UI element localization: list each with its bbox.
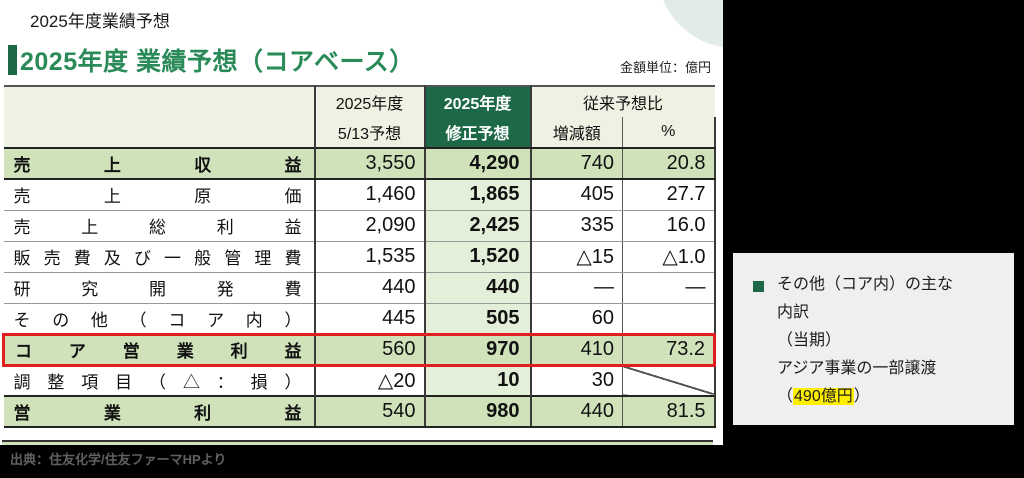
value-delta: ― bbox=[530, 271, 623, 304]
source-attribution: 出典：住友化学/住友ファーマHPより bbox=[10, 452, 227, 467]
value-pct bbox=[622, 364, 716, 397]
row-label: 販売費及び一般管理費 bbox=[3, 240, 316, 273]
value-delta: 60 bbox=[530, 302, 623, 335]
value-prev: △20 bbox=[314, 364, 426, 397]
value-revised: 1,865 bbox=[424, 178, 532, 211]
note-line: （当期） bbox=[777, 332, 842, 349]
value-revised: 4,290 bbox=[424, 147, 532, 180]
note-line-highlighted: （490億円） bbox=[777, 388, 870, 405]
value-revised: 2,425 bbox=[424, 209, 532, 242]
header-rev-line2: 修正予想 bbox=[424, 117, 532, 149]
header-delta: 増減額 bbox=[530, 117, 623, 149]
row-label: 調整項目（△：損） bbox=[3, 364, 316, 397]
table-row: 売上収益 3,550 4,290 740 20.8 bbox=[3, 147, 716, 180]
value-pct: 27.7 bbox=[622, 178, 716, 211]
value-revised: 970 bbox=[424, 332, 532, 367]
value-prev: 560 bbox=[314, 332, 426, 367]
value-prev: 1,460 bbox=[314, 178, 426, 211]
value-pct: 20.8 bbox=[622, 147, 716, 180]
value-pct: 73.2 bbox=[622, 332, 717, 367]
value-prev: 3,550 bbox=[314, 147, 426, 180]
value-revised: 1,520 bbox=[424, 240, 532, 273]
row-label: 営業利益 bbox=[3, 395, 316, 428]
value-revised: 440 bbox=[424, 271, 532, 304]
value-delta: △15 bbox=[530, 240, 623, 273]
bullet-square-icon bbox=[753, 281, 764, 292]
value-prev: 1,535 bbox=[314, 240, 426, 273]
header-rev-line1: 2025年度 bbox=[424, 86, 532, 117]
header-prev-line1: 2025年度 bbox=[314, 86, 426, 117]
slide-title-block: 2025年度 業績予想（コアベース） bbox=[8, 42, 415, 78]
table-row: 調整項目（△：損） △20 10 30 bbox=[3, 364, 716, 397]
table-row: 販売費及び一般管理費 1,535 1,520 △15 △1.0 bbox=[3, 240, 716, 273]
table-header: 2025年度 2025年度 従来予想比 5/13予想 修正予想 増減額 % bbox=[3, 86, 716, 149]
yellow-highlight: 490億円 bbox=[793, 388, 854, 405]
value-delta: 410 bbox=[530, 332, 623, 367]
note-line: アジア事業の一部譲渡 bbox=[777, 360, 937, 377]
slide-area: 2025年度業績予想 2025年度 業績予想（コアベース） 金額単位：億円 20… bbox=[0, 0, 723, 445]
value-pct bbox=[622, 302, 716, 335]
value-delta: 405 bbox=[530, 178, 623, 211]
page-title: 2025年度 業績予想（コアベース） bbox=[20, 48, 415, 76]
table-row: コア営業利益 560 970 410 73.2 bbox=[2, 332, 717, 367]
table-row: 売上総利益 2,090 2,425 335 16.0 bbox=[3, 209, 716, 242]
value-prev: 445 bbox=[314, 302, 426, 335]
title-accent-bar bbox=[8, 45, 17, 75]
decorative-corner-blob bbox=[657, 0, 723, 48]
table-row: 研究開発費 440 440 ― ― bbox=[3, 271, 716, 304]
value-delta: 335 bbox=[530, 209, 623, 242]
note-line: 内訳 bbox=[777, 304, 810, 321]
value-revised: 10 bbox=[424, 364, 532, 397]
value-delta: 740 bbox=[530, 147, 623, 180]
value-delta: 30 bbox=[530, 364, 623, 397]
row-label: 売上収益 bbox=[3, 147, 316, 180]
value-pct: 81.5 bbox=[622, 395, 716, 428]
row-label: 売上原価 bbox=[3, 178, 316, 211]
row-label: 売上総利益 bbox=[3, 209, 316, 242]
header-prev-line2: 5/13予想 bbox=[314, 117, 426, 149]
table-body: 売上収益 3,550 4,290 740 20.8 売上原価 1,460 1,865 405 27… bbox=[2, 147, 717, 428]
header-pct: % bbox=[622, 117, 716, 149]
side-note-text: その他（コア内）の主な 内訳 （当期） アジア事業の一部譲渡 （490億円） bbox=[777, 271, 1007, 411]
value-delta: 440 bbox=[530, 395, 623, 428]
forecast-table: 2025年度 2025年度 従来予想比 5/13予想 修正予想 増減額 % 売上… bbox=[2, 85, 717, 428]
table-row: 売上原価 1,460 1,865 405 27.7 bbox=[3, 178, 716, 211]
row-label: その他（コア内） bbox=[3, 302, 316, 335]
side-note-box: その他（コア内）の主な 内訳 （当期） アジア事業の一部譲渡 （490億円） bbox=[733, 253, 1014, 425]
unit-note: 金額単位：億円 bbox=[619, 60, 711, 75]
row-label: コア営業利益 bbox=[2, 332, 316, 367]
value-pct: △1.0 bbox=[622, 240, 716, 273]
value-pct: 16.0 bbox=[622, 209, 716, 242]
value-prev: 2,090 bbox=[314, 209, 426, 242]
cropped-next-row bbox=[2, 440, 713, 445]
value-prev: 440 bbox=[314, 271, 426, 304]
row-label: 研究開発費 bbox=[3, 271, 316, 304]
header-vs-group: 従来予想比 bbox=[530, 86, 715, 117]
value-revised: 980 bbox=[424, 395, 532, 428]
header-corner-cell bbox=[3, 86, 316, 148]
table-row: その他（コア内） 445 505 60 bbox=[3, 302, 716, 335]
value-prev: 540 bbox=[314, 395, 426, 428]
value-revised: 505 bbox=[424, 302, 532, 335]
table-row: 営業利益 540 980 440 81.5 bbox=[3, 395, 716, 428]
note-line: その他（コア内）の主な bbox=[777, 276, 954, 293]
slide-suptitle: 2025年度業績予想 bbox=[30, 12, 170, 31]
value-pct: ― bbox=[622, 271, 716, 304]
